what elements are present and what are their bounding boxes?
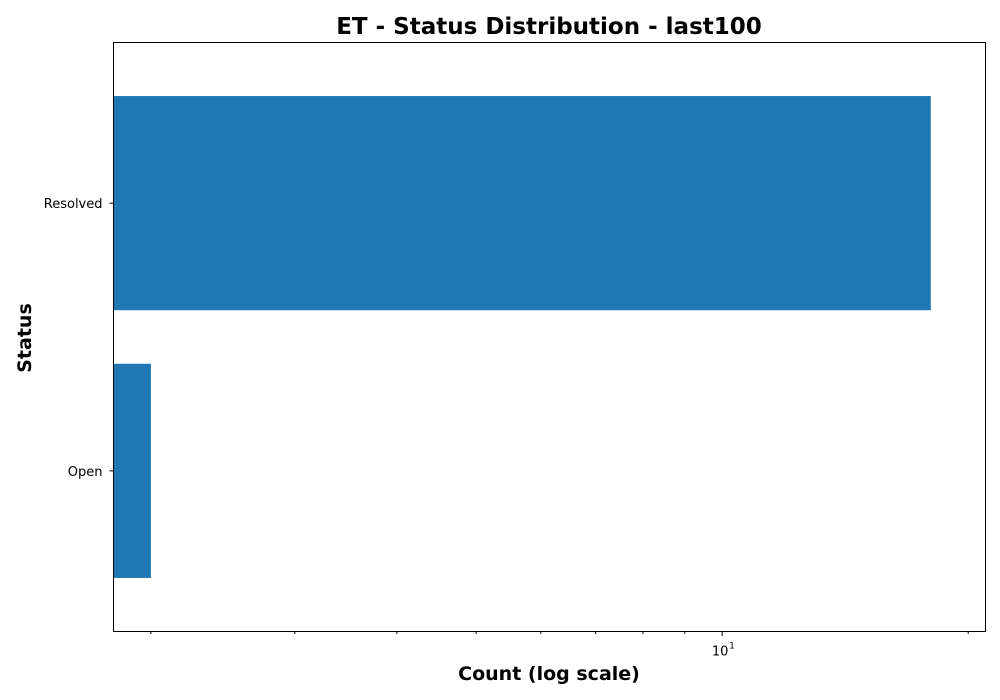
- x-tick-exponent: 1: [729, 642, 735, 652]
- bar-open: [113, 363, 151, 578]
- y-tick-label: Resolved: [44, 197, 103, 212]
- x-tick-label: 10: [712, 645, 729, 660]
- x-axis-label: Count (log scale): [458, 663, 640, 685]
- chart-title: ET - Status Distribution - last100: [336, 14, 762, 40]
- y-ticks-group: Resolved Open: [44, 197, 114, 480]
- y-tick-label: Open: [68, 465, 103, 480]
- x-ticks-group: 10 1: [150, 631, 969, 660]
- y-axis-label: Status: [14, 303, 36, 373]
- bars-group: [113, 96, 931, 578]
- plot-frame: [113, 42, 986, 632]
- bar-resolved: [113, 96, 931, 311]
